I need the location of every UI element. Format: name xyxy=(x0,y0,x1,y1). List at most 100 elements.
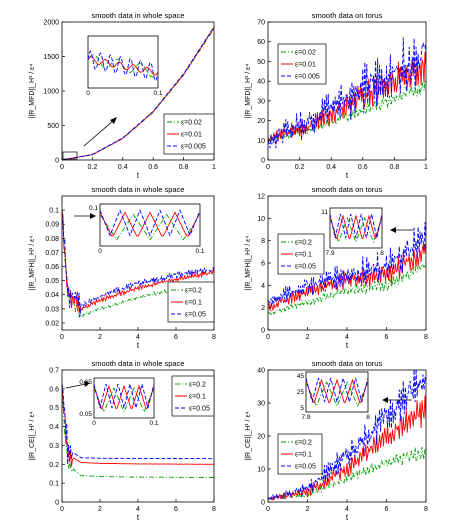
y-tick-label: 0.7 xyxy=(49,368,59,375)
x-tick-label: 0.6 xyxy=(148,164,158,171)
y-axis-label: ||R_MFH||_H¹ / ε⁴ xyxy=(245,236,252,291)
x-tick-label: 0 xyxy=(60,334,64,341)
y-tick-label: 30 xyxy=(257,401,265,408)
inset-series-line xyxy=(94,383,154,409)
inset-plot: 0 0.1 xyxy=(86,35,163,97)
legend-entry: ε=0.1 xyxy=(295,252,312,259)
y-axis-label: ||R_CE||_H¹ / ε⁴ xyxy=(245,411,252,460)
x-tick-label: 2 xyxy=(98,334,102,341)
panel-title: smooth data on torus xyxy=(312,11,383,20)
legend: ε=0.2 ε=0.1 ε=0.05 xyxy=(171,375,215,417)
inset-x-tick-label: 0.1 xyxy=(153,90,162,97)
inset-plot: 7.9 8 11 xyxy=(321,207,384,257)
legend-entry: ε=0.05 xyxy=(185,312,206,319)
x-tick-label: 1 xyxy=(212,164,216,171)
inset-plot: 7.9 8 45 25 5 xyxy=(297,371,370,421)
x-tick-label: 2 xyxy=(98,506,102,513)
y-tick-label: 0.1 xyxy=(49,481,59,488)
inset-series-line xyxy=(330,216,382,244)
inset-series-line xyxy=(94,386,154,414)
series-line-2 xyxy=(62,210,214,314)
inset-series-line xyxy=(330,213,382,239)
x-tick-label: 2 xyxy=(306,334,310,341)
x-tick-label: 8 xyxy=(212,334,216,341)
y-tick-label: 4 xyxy=(261,283,265,290)
x-tick-label: 4 xyxy=(136,334,140,341)
x-tick-label: 8 xyxy=(424,334,428,341)
y-tick-label: 0 xyxy=(55,500,59,507)
legend: ε=0.2 ε=0.1 ε=0.05 xyxy=(167,281,215,323)
x-tick-label: 4 xyxy=(345,334,349,341)
x-tick-label: 0.2 xyxy=(295,164,305,171)
y-tick-label: 40 xyxy=(257,79,265,86)
y-axis-label: ||R_CE||_H¹ / ε⁴ xyxy=(29,411,36,460)
legend-entry: ε=0.01 xyxy=(295,62,316,69)
legend-entry: ε=0.05 xyxy=(295,264,316,271)
x-tick-label: 6 xyxy=(385,334,389,341)
y-tick-label: 0 xyxy=(55,158,59,165)
y-tick-label: 0.06 xyxy=(45,264,59,271)
annotation-arrow xyxy=(390,227,414,233)
legend-entry: ε=0.1 xyxy=(295,452,312,459)
x-tick-label: 0.6 xyxy=(358,164,368,171)
series-line-3 xyxy=(62,383,214,465)
inset-y-tick-label: 11 xyxy=(321,209,328,216)
legend-entry: ε=0.02 xyxy=(181,120,202,127)
inset-x-tick-label: 0 xyxy=(86,90,90,97)
y-tick-label: 10 xyxy=(257,138,265,145)
panel-title: smooth data on torus xyxy=(312,185,383,194)
legend: ε=0.2 ε=0.1 ε=0.05 xyxy=(277,433,323,475)
y-tick-label: 50 xyxy=(257,59,265,66)
y-axis-label: ||R_MFD||_H¹ / ε⁴ xyxy=(29,64,36,119)
series-line-3 xyxy=(62,26,214,160)
x-tick-label: 0 xyxy=(60,506,64,513)
inset-series-line xyxy=(306,377,368,403)
legend-entry: ε=0.05 xyxy=(295,464,316,471)
x-tick-label: 0.4 xyxy=(326,164,336,171)
y-tick-label: 1000 xyxy=(43,89,59,96)
x-tick-label: 1 xyxy=(424,164,428,171)
y-tick-label: 0.05 xyxy=(45,278,59,285)
x-axis-label: t xyxy=(346,171,349,180)
legend-entry: ε=0.02 xyxy=(295,50,316,57)
inset-y-tick-label: 45 xyxy=(297,373,305,380)
inset-x-tick-label: 0 xyxy=(92,420,96,427)
series-line-2 xyxy=(62,385,214,467)
y-tick-label: 20 xyxy=(257,118,265,125)
x-tick-label: 0.8 xyxy=(390,164,400,171)
legend-entry: ε=0.05 xyxy=(189,406,210,413)
inset-series-line xyxy=(94,384,154,409)
x-axis-label: t xyxy=(137,341,140,350)
x-tick-label: 0.4 xyxy=(118,164,128,171)
x-tick-label: 0 xyxy=(266,164,270,171)
y-tick-label: 12 xyxy=(257,194,265,201)
x-tick-label: 8 xyxy=(212,506,216,513)
inset-series-line xyxy=(306,380,368,408)
inset-x-tick-label: 7.9 xyxy=(325,250,334,257)
y-tick-label: 0 xyxy=(261,158,265,165)
y-tick-label: 0.5 xyxy=(49,405,59,412)
annotation-arrow xyxy=(65,381,90,389)
x-tick-label: 0 xyxy=(60,164,64,171)
y-tick-label: 0.3 xyxy=(49,443,59,450)
inset-y-tick-label: 0.05 xyxy=(79,411,92,418)
annotation-arrow xyxy=(382,397,412,403)
inset-series-line xyxy=(306,378,368,403)
inset-x-tick-label: 8 xyxy=(366,414,370,421)
y-tick-label: 500 xyxy=(47,123,59,130)
legend-entry: ε=0.2 xyxy=(185,288,202,295)
legend-entry: ε=0.2 xyxy=(295,440,312,447)
panel-title: smooth data in whole space xyxy=(92,185,185,194)
inset-x-tick-label: 7.9 xyxy=(301,414,310,421)
x-axis-label: t xyxy=(346,341,349,350)
y-tick-label: 0.03 xyxy=(45,306,59,313)
inset-y-tick-label: 0.1 xyxy=(89,205,98,212)
x-axis-label: t xyxy=(137,171,140,180)
y-tick-label: 2 xyxy=(261,305,265,312)
legend: ε=0.02 ε=0.01 ε=0.005 xyxy=(277,43,327,85)
inset-series-line xyxy=(330,214,382,239)
panel-title: smooth data on torus xyxy=(312,359,383,368)
panel-6: smooth data on torus 0 2 4 6 8 0 10 20 30 40 t ||R_C… xyxy=(245,359,428,522)
series-line-1 xyxy=(268,79,426,143)
